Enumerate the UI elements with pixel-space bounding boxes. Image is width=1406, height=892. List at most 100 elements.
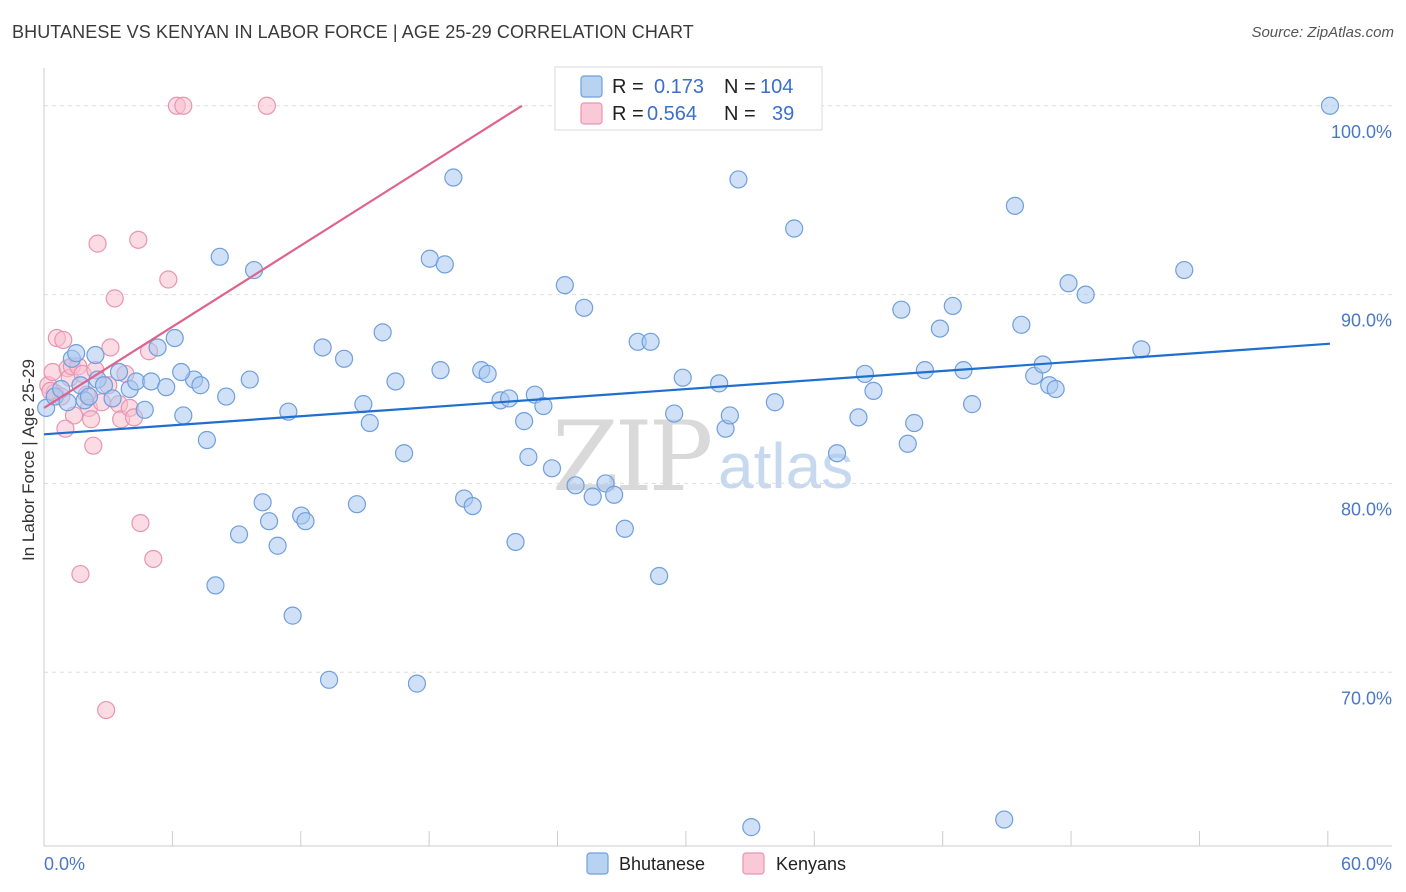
bhutanese-point [1132, 340, 1151, 359]
bottom-legend-kenyans: Kenyans [776, 854, 846, 874]
legend-r-value-1: 0.173 [654, 76, 704, 98]
tick-labels: 70.0% 80.0% 90.0% 100.0% 0.0% 60.0% [44, 122, 1392, 874]
kenyans-point [257, 96, 277, 115]
bhutanese-point [506, 532, 525, 552]
bhutanese-point [386, 372, 405, 391]
bhutanese-point [148, 338, 167, 357]
bhutanese-point [729, 170, 748, 189]
kenyans-point [54, 330, 73, 350]
bhutanese-point [444, 168, 463, 187]
bhutanese-point [785, 219, 804, 238]
y-tick-label: 100.0% [1331, 122, 1392, 142]
bhutanese-point [720, 406, 739, 425]
bhutanese-point [566, 476, 585, 495]
bhutanese-point [864, 381, 883, 401]
kenyans-point [101, 338, 120, 357]
bhutanese-point [86, 345, 105, 365]
kenyans-point [88, 234, 107, 253]
bhutanese-point [373, 323, 392, 342]
bhutanese-point [542, 459, 562, 478]
bhutanese-point [354, 395, 373, 414]
bhutanese-point [915, 361, 935, 380]
bhutanese-point [710, 374, 729, 393]
legend-r-label-2: R = [612, 103, 644, 125]
kenyans-point [82, 410, 101, 429]
bhutanese-point [229, 525, 249, 544]
bottom-swatch-kenyans [742, 852, 765, 875]
bottom-legend-bhutanese: Bhutanese [619, 854, 705, 874]
bhutanese-point [515, 412, 534, 431]
bhutanese-point [109, 362, 129, 382]
bhutanese-point [962, 395, 982, 414]
bhutanese-point [575, 298, 594, 317]
bhutanese-point [1175, 260, 1194, 280]
bhutanese-point [217, 387, 236, 406]
bhutanese-point [930, 319, 950, 338]
watermark-zip: ZIP [552, 401, 711, 513]
bhutanese-point [641, 332, 660, 351]
chart-title: BHUTANESE VS KENYAN IN LABOR FORCE | AGE… [12, 22, 694, 42]
watermark-atlas: atlas [718, 430, 853, 502]
bhutanese-point [157, 378, 176, 397]
bhutanese-point [253, 493, 272, 512]
bhutanese-point [197, 430, 216, 450]
bhutanese-point [673, 368, 692, 387]
bhutanese-point [943, 296, 962, 316]
bhutanese-point [435, 255, 454, 274]
bhutanese-point [1076, 285, 1095, 304]
bhutanese-point [319, 670, 339, 689]
kenyans-point [129, 230, 148, 249]
bhutanese-point [827, 444, 847, 463]
bhutanese-point [407, 674, 427, 693]
bhutanese-point [334, 349, 354, 368]
bhutanese-point [765, 393, 784, 412]
bhutanese-point [478, 364, 497, 384]
bhutanese-point [165, 328, 184, 348]
bhutanese-point [79, 387, 99, 406]
y-tick-label: 80.0% [1341, 499, 1392, 519]
kenyans-point [43, 362, 62, 382]
kenyans-point [144, 549, 163, 569]
bhutanese-point [94, 376, 114, 395]
bhutanese-point [500, 389, 519, 408]
bhutanese-point [995, 810, 1014, 829]
source-credit: Source: ZipAtlas.com [1251, 24, 1394, 41]
bhutanese-point [313, 338, 332, 357]
axes [43, 68, 1392, 847]
bhutanese-point [1046, 379, 1065, 399]
x-tick-label: 0.0% [44, 854, 85, 874]
bhutanese-point [103, 389, 122, 408]
series-legend: Bhutanese Kenyans [586, 852, 846, 875]
bhutanese-trend-line [43, 342, 1331, 436]
kenyans-point [131, 513, 150, 533]
kenyans-point [71, 564, 90, 584]
bhutanese-point [1005, 196, 1025, 215]
kenyans-point [105, 289, 124, 308]
bhutanese-point [855, 364, 874, 384]
bhutanese-point [583, 487, 602, 506]
bhutanese-point [206, 576, 225, 595]
bhutanese-point [240, 370, 259, 389]
y-axis-label: In Labor Force | Age 25-29 [19, 359, 38, 561]
bhutanese-point [849, 408, 868, 427]
bhutanese-point [665, 404, 684, 423]
legend-swatch-kenyans [580, 102, 603, 125]
kenyans-trend-line [43, 104, 523, 409]
kenyans-points [39, 96, 277, 720]
bhutanese-point [1059, 274, 1078, 293]
bhutanese-point [259, 512, 279, 531]
legend-n-label-2: N = [724, 103, 756, 125]
bhutanese-point [605, 485, 624, 504]
bhutanese-point [174, 406, 193, 425]
bhutanese-point [898, 434, 917, 453]
correlation-legend: R = 0.173 N = 104 R = 0.564 N = 39 [554, 66, 823, 131]
y-tick-label: 90.0% [1341, 311, 1392, 331]
kenyans-point [159, 270, 178, 289]
bhutanese-point [268, 536, 287, 555]
kenyans-point [56, 419, 75, 438]
bhutanese-point [283, 606, 302, 625]
bhutanese-point [650, 566, 669, 586]
y-tick-label: 70.0% [1341, 688, 1392, 708]
bhutanese-point [296, 512, 315, 531]
